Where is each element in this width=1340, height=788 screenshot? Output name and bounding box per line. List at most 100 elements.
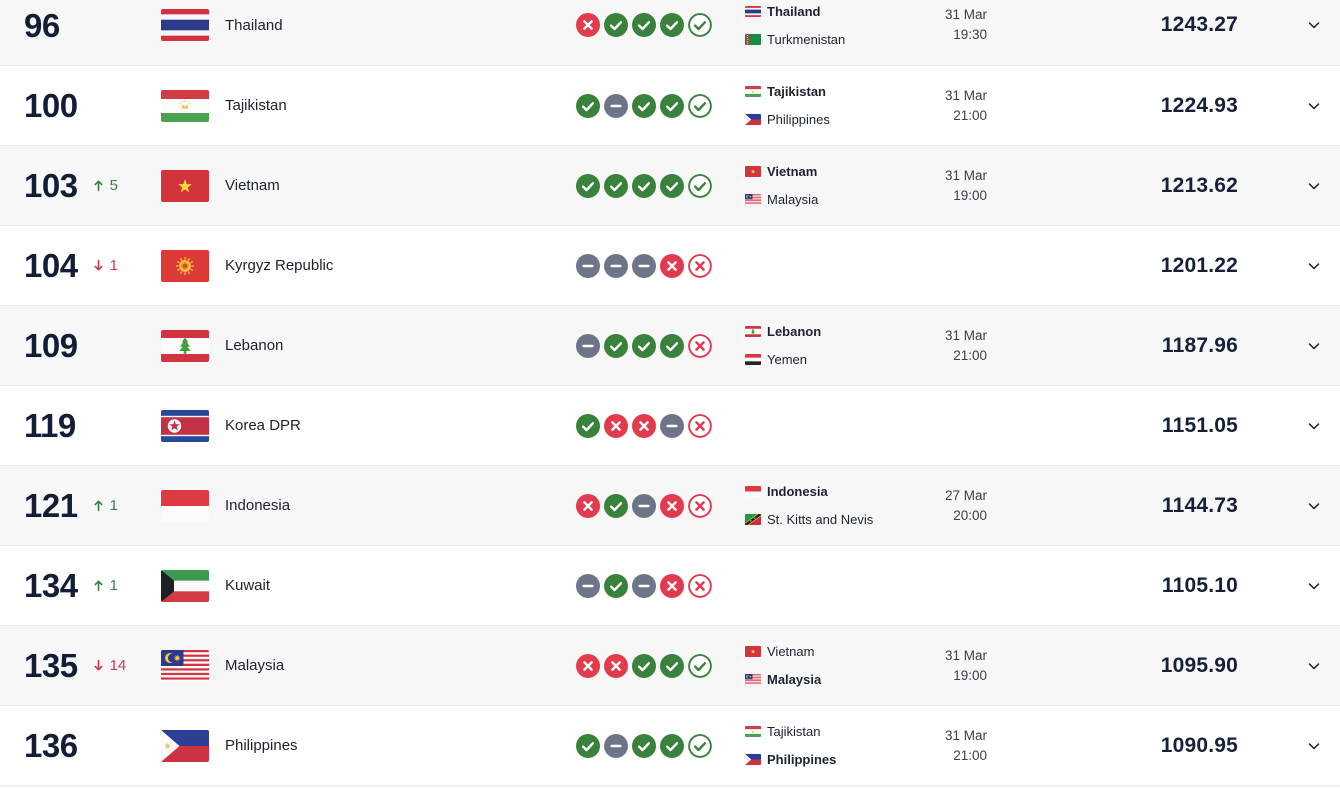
form-win-icon: [604, 173, 628, 198]
ranking-row[interactable]: 100 Tajikistan Tajikistan Philippines 31 …: [0, 65, 1340, 145]
flag-kyrgyz-republic-icon: [161, 249, 209, 282]
form-loss-icon: [576, 493, 600, 518]
country-cell: Vietnam: [209, 177, 576, 194]
ranking-row-partial[interactable]: [0, 785, 1340, 788]
form-loss-outline-icon: [688, 493, 712, 518]
form-loss-outline-icon: [688, 413, 712, 438]
form-win-icon: [632, 733, 656, 758]
form-loss-outline-icon: [688, 333, 712, 358]
fixture-datetime: 31 Mar 19:00: [945, 646, 987, 686]
form-win-icon: [660, 333, 684, 358]
expand-cell: [1238, 258, 1340, 274]
ranking-row[interactable]: 134 1 Kuwait 1105.10: [0, 545, 1340, 625]
fixture-datetime: 31 Mar 21:00: [945, 326, 987, 366]
form-loss-icon: [660, 493, 684, 518]
ranking-row[interactable]: 136 Philippines Tajikistan Philippines 31…: [0, 705, 1340, 785]
ranking-points: 1095.90: [1160, 653, 1238, 677]
fixture-team-name: Turkmenistan: [767, 31, 846, 47]
country-name: Philippines: [225, 737, 298, 754]
rank-down-arrow-icon: [93, 659, 104, 672]
chevron-down-icon[interactable]: [1306, 738, 1322, 754]
country-cell: Malaysia: [209, 657, 576, 674]
form-draw-icon: [576, 573, 600, 598]
flag-vietnam-icon: [745, 166, 761, 177]
fixture-team-name: Malaysia: [767, 192, 819, 207]
form-loss-icon: [576, 13, 600, 37]
flag-lebanon-icon: [161, 329, 209, 362]
country-name: Thailand: [225, 16, 283, 34]
fixture-team-name: Tajikistan: [767, 724, 821, 739]
ranking-row[interactable]: 119 Korea DPR 1151.05: [0, 385, 1340, 465]
recent-form: [576, 413, 736, 438]
form-draw-icon: [576, 333, 600, 358]
fixture-team-name: Lebanon: [767, 324, 822, 339]
chevron-down-icon[interactable]: [1306, 418, 1322, 434]
rank-number: 119: [24, 407, 76, 444]
flag-turkmenistan-icon: [745, 33, 761, 45]
form-win-icon: [660, 733, 684, 758]
fixture-team: Vietnam: [745, 162, 818, 182]
form-draw-icon: [576, 253, 600, 278]
ranking-row[interactable]: 103 5 Vietnam Vietnam Malaysia 31 Mar 19:…: [0, 145, 1340, 225]
ranking-points: 1105.10: [1161, 573, 1238, 597]
fixture-team-name: Indonesia: [767, 484, 828, 499]
next-fixture-cell: [736, 226, 990, 305]
form-win-icon: [604, 573, 628, 598]
fixture-date: 27 Mar: [944, 487, 987, 503]
fixture-team: Lebanon: [745, 322, 821, 342]
fixture-teams: Lebanon Yemen: [745, 322, 821, 370]
form-draw-icon: [632, 573, 656, 598]
ranking-row[interactable]: 104 1 Kyrgyz Republic 1201.22: [0, 225, 1340, 305]
rank-change-value: 5: [109, 177, 118, 194]
rank-cell: 136: [0, 729, 161, 762]
chevron-down-icon[interactable]: [1306, 658, 1322, 674]
chevron-down-icon[interactable]: [1306, 98, 1322, 114]
rank-change: 1: [93, 497, 118, 514]
rank-number: 109: [24, 327, 78, 364]
country-name: Indonesia: [225, 497, 291, 514]
rank-change: 1: [93, 577, 118, 594]
fixture-team: Tajikistan: [745, 722, 836, 742]
chevron-down-icon[interactable]: [1306, 498, 1322, 514]
form-win-icon: [632, 93, 656, 118]
ranking-points: 1151.05: [1161, 413, 1238, 437]
points-cell: 1243.27: [990, 13, 1238, 37]
rank-cell: 103 5: [0, 169, 161, 202]
chevron-down-icon[interactable]: [1306, 578, 1322, 594]
expand-cell: [1238, 178, 1340, 194]
form-draw-icon: [604, 93, 628, 118]
form-win-icon: [576, 93, 600, 118]
rank-number: 96: [24, 6, 60, 44]
ranking-row[interactable]: 121 1 Indonesia Indonesia St. Kitts and N…: [0, 465, 1340, 545]
ranking-row[interactable]: 135 14 Malaysia Vietnam Malaysia 31 Mar 1…: [0, 625, 1340, 705]
form-win-icon: [604, 333, 628, 358]
flag-thailand-icon: [161, 9, 209, 41]
rank-cell: 121 1: [0, 489, 161, 522]
rank-change-value: 14: [109, 657, 127, 674]
ranking-points: 1213.62: [1160, 173, 1238, 197]
expand-cell: [1238, 17, 1340, 33]
flag-indonesia-icon: [161, 489, 209, 522]
rank-number: 135: [24, 647, 78, 684]
form-draw-icon: [632, 493, 656, 518]
flag-thailand-icon: [745, 5, 761, 17]
points-cell: 1095.90: [990, 654, 1238, 678]
form-loss-icon: [604, 413, 628, 438]
next-fixture-cell: Vietnam Malaysia 31 Mar 19:00: [736, 626, 990, 705]
chevron-down-icon[interactable]: [1306, 258, 1322, 274]
country-cell: Tajikistan: [209, 97, 576, 114]
flag-malaysia-icon: [745, 674, 761, 685]
chevron-down-icon[interactable]: [1306, 17, 1322, 33]
ranking-row[interactable]: 96 Thailand Thailand Turkmenistan 31 Mar …: [0, 0, 1340, 65]
chevron-down-icon[interactable]: [1306, 338, 1322, 354]
ranking-row[interactable]: 109 Lebanon Lebanon Yemen 31 Mar 21:00 11…: [0, 305, 1340, 385]
expand-cell: [1238, 738, 1340, 754]
chevron-down-icon[interactable]: [1306, 178, 1322, 194]
fixture-team-name: St. Kitts and Nevis: [767, 512, 874, 527]
form-win-outline-icon: [688, 733, 712, 758]
rank-change-value: 1: [109, 257, 118, 274]
fixture-date: 31 Mar: [944, 327, 987, 343]
form-win-outline-icon: [688, 93, 712, 118]
fixture-team-name: Vietnam: [767, 164, 818, 179]
